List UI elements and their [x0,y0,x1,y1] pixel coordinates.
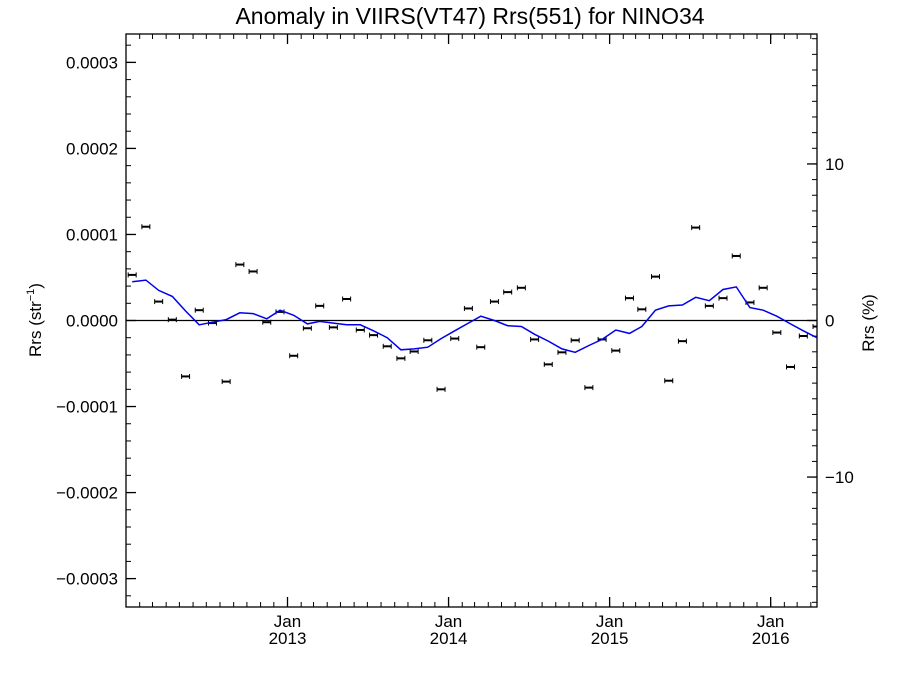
right-y-axis: −10 0 10 [807,38,854,603]
data-point [503,289,513,295]
data-point [342,296,352,302]
data-point [530,336,540,342]
y-tick-label: 0.0000 [66,312,118,331]
data-point [584,385,594,391]
y-tick-label: −0.0002 [56,484,118,503]
y2-tick-label: 0 [825,312,834,331]
anomaly-points-series [127,224,817,392]
data-point [786,364,796,370]
y-tick-label: −0.0001 [56,398,118,417]
data-point [302,325,312,331]
data-point [127,272,137,278]
anomaly-smoothed-line-series [132,279,817,354]
data-point [423,337,433,343]
data-point [315,303,325,309]
data-point [248,268,258,274]
x-tick-month-label: Jan [435,612,462,631]
y-tick-label: −0.0003 [56,570,118,589]
data-point [382,343,392,349]
data-point [677,338,687,344]
data-point [436,386,446,392]
y-tick-label: 0.0003 [66,53,118,72]
data-point [758,285,768,291]
data-point [570,337,580,343]
x-tick-year-label: 2013 [269,629,307,648]
data-point [396,355,406,361]
data-point [476,344,486,350]
x-tick-year-label: 2014 [430,629,468,648]
y-tick-label: 0.0001 [66,225,118,244]
data-point [167,317,177,323]
data-point [289,353,299,359]
data-point [221,379,231,385]
chart-title: Anomaly in VIIRS(VT47) Rrs(551) for NINO… [235,3,704,29]
data-point [181,373,191,379]
data-point [624,295,634,301]
smoothed-line [132,279,817,354]
data-point [463,305,473,311]
data-point [154,299,164,305]
data-point [369,332,379,338]
data-point [450,336,460,342]
data-point [812,324,817,330]
y2-tick-label: 10 [825,155,844,174]
data-point [355,327,365,333]
y2-axis-label: Rrs (%) [859,294,878,352]
data-point [611,348,621,354]
data-point [798,333,808,339]
x-tick-month-label: Jan [274,612,301,631]
data-point [691,225,701,231]
data-point [141,224,151,230]
data-point [718,295,728,301]
data-point [704,303,714,309]
data-point [328,324,338,330]
data-point [489,299,499,305]
data-point [516,285,526,291]
data-point [772,330,782,336]
x-tick-month-label: Jan [596,612,623,631]
y-tick-label: 0.0002 [66,139,118,158]
data-point [557,349,567,355]
data-point [664,378,674,384]
y2-tick-label: −10 [825,468,854,487]
data-point [262,319,272,325]
data-point [543,361,553,367]
data-point [235,262,245,268]
y-axis-label-superscript: −1 [25,289,37,302]
data-point [194,307,204,313]
data-point [637,306,647,312]
data-point [651,274,661,280]
data-point [731,253,741,259]
x-tick-month-label: Jan [757,612,784,631]
left-y-axis: −0.0003 −0.0002 −0.0001 0.0000 0.0001 0.0002 0… [56,44,136,597]
x-tick-year-label: 2015 [591,629,629,648]
x-tick-year-label: 2016 [752,629,790,648]
y-axis-label: Rrs (str−1) [25,283,45,357]
